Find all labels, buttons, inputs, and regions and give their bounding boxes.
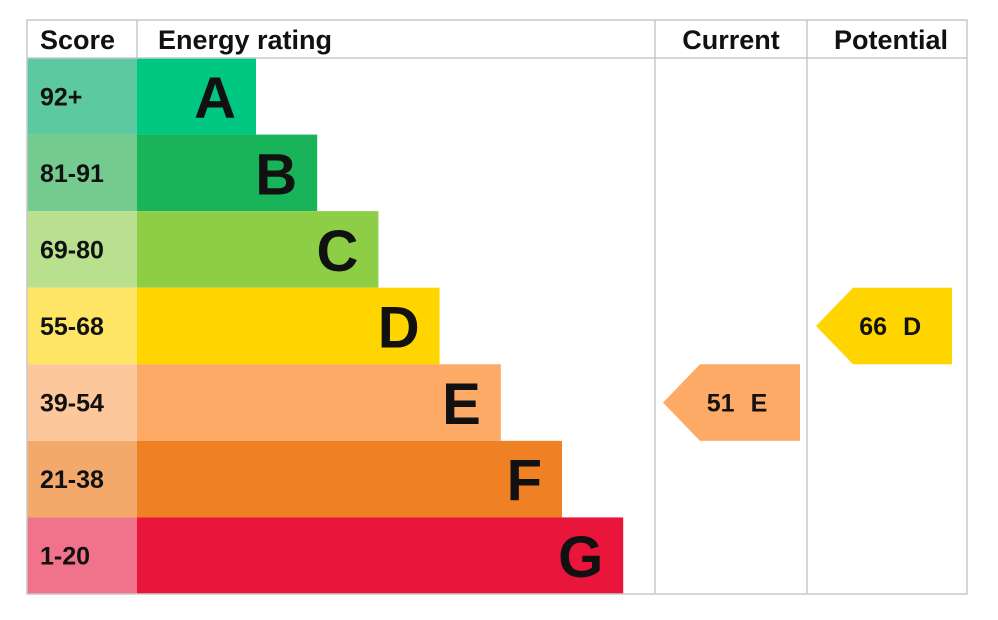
current-value: 51 bbox=[707, 390, 735, 418]
rating-bar bbox=[137, 134, 318, 212]
score-range: 55-68 bbox=[40, 313, 104, 341]
score-cell bbox=[27, 134, 137, 212]
potential-arrow bbox=[816, 287, 952, 365]
score-cell bbox=[27, 287, 137, 365]
score-range: 21-38 bbox=[40, 466, 104, 494]
rating-letter: A bbox=[194, 66, 236, 131]
score-range: 39-54 bbox=[40, 390, 104, 418]
score-cell bbox=[27, 58, 137, 135]
rating-letter: G bbox=[558, 525, 603, 590]
score-range: 81-91 bbox=[40, 160, 104, 188]
header: Energy rating bbox=[158, 25, 332, 55]
potential-value: 66 bbox=[859, 313, 887, 341]
header: Score bbox=[40, 25, 115, 55]
header: Potential bbox=[834, 25, 948, 55]
score-range: 1-20 bbox=[40, 543, 90, 571]
rating-bar bbox=[137, 517, 624, 594]
current-arrow bbox=[663, 364, 800, 441]
score-cell bbox=[27, 440, 137, 518]
rating-bar bbox=[137, 58, 256, 135]
score-cell bbox=[27, 517, 137, 594]
rating-letter: E bbox=[442, 372, 481, 437]
score-cell bbox=[27, 211, 137, 288]
score-cell bbox=[27, 364, 137, 441]
score-range: 92+ bbox=[40, 83, 82, 111]
current-rating: E bbox=[751, 390, 768, 418]
header: Current bbox=[682, 25, 780, 55]
rating-letter: D bbox=[378, 295, 420, 360]
potential-rating: D bbox=[903, 313, 921, 341]
rating-bar bbox=[137, 287, 440, 365]
rating-bar bbox=[137, 211, 379, 288]
frame bbox=[26, 19, 968, 595]
rating-letter: B bbox=[255, 142, 297, 207]
rating-letter: F bbox=[507, 449, 542, 514]
rating-bar bbox=[137, 364, 501, 441]
rating-letter: C bbox=[317, 219, 359, 284]
score-range: 69-80 bbox=[40, 236, 104, 264]
rating-bar bbox=[137, 440, 562, 518]
